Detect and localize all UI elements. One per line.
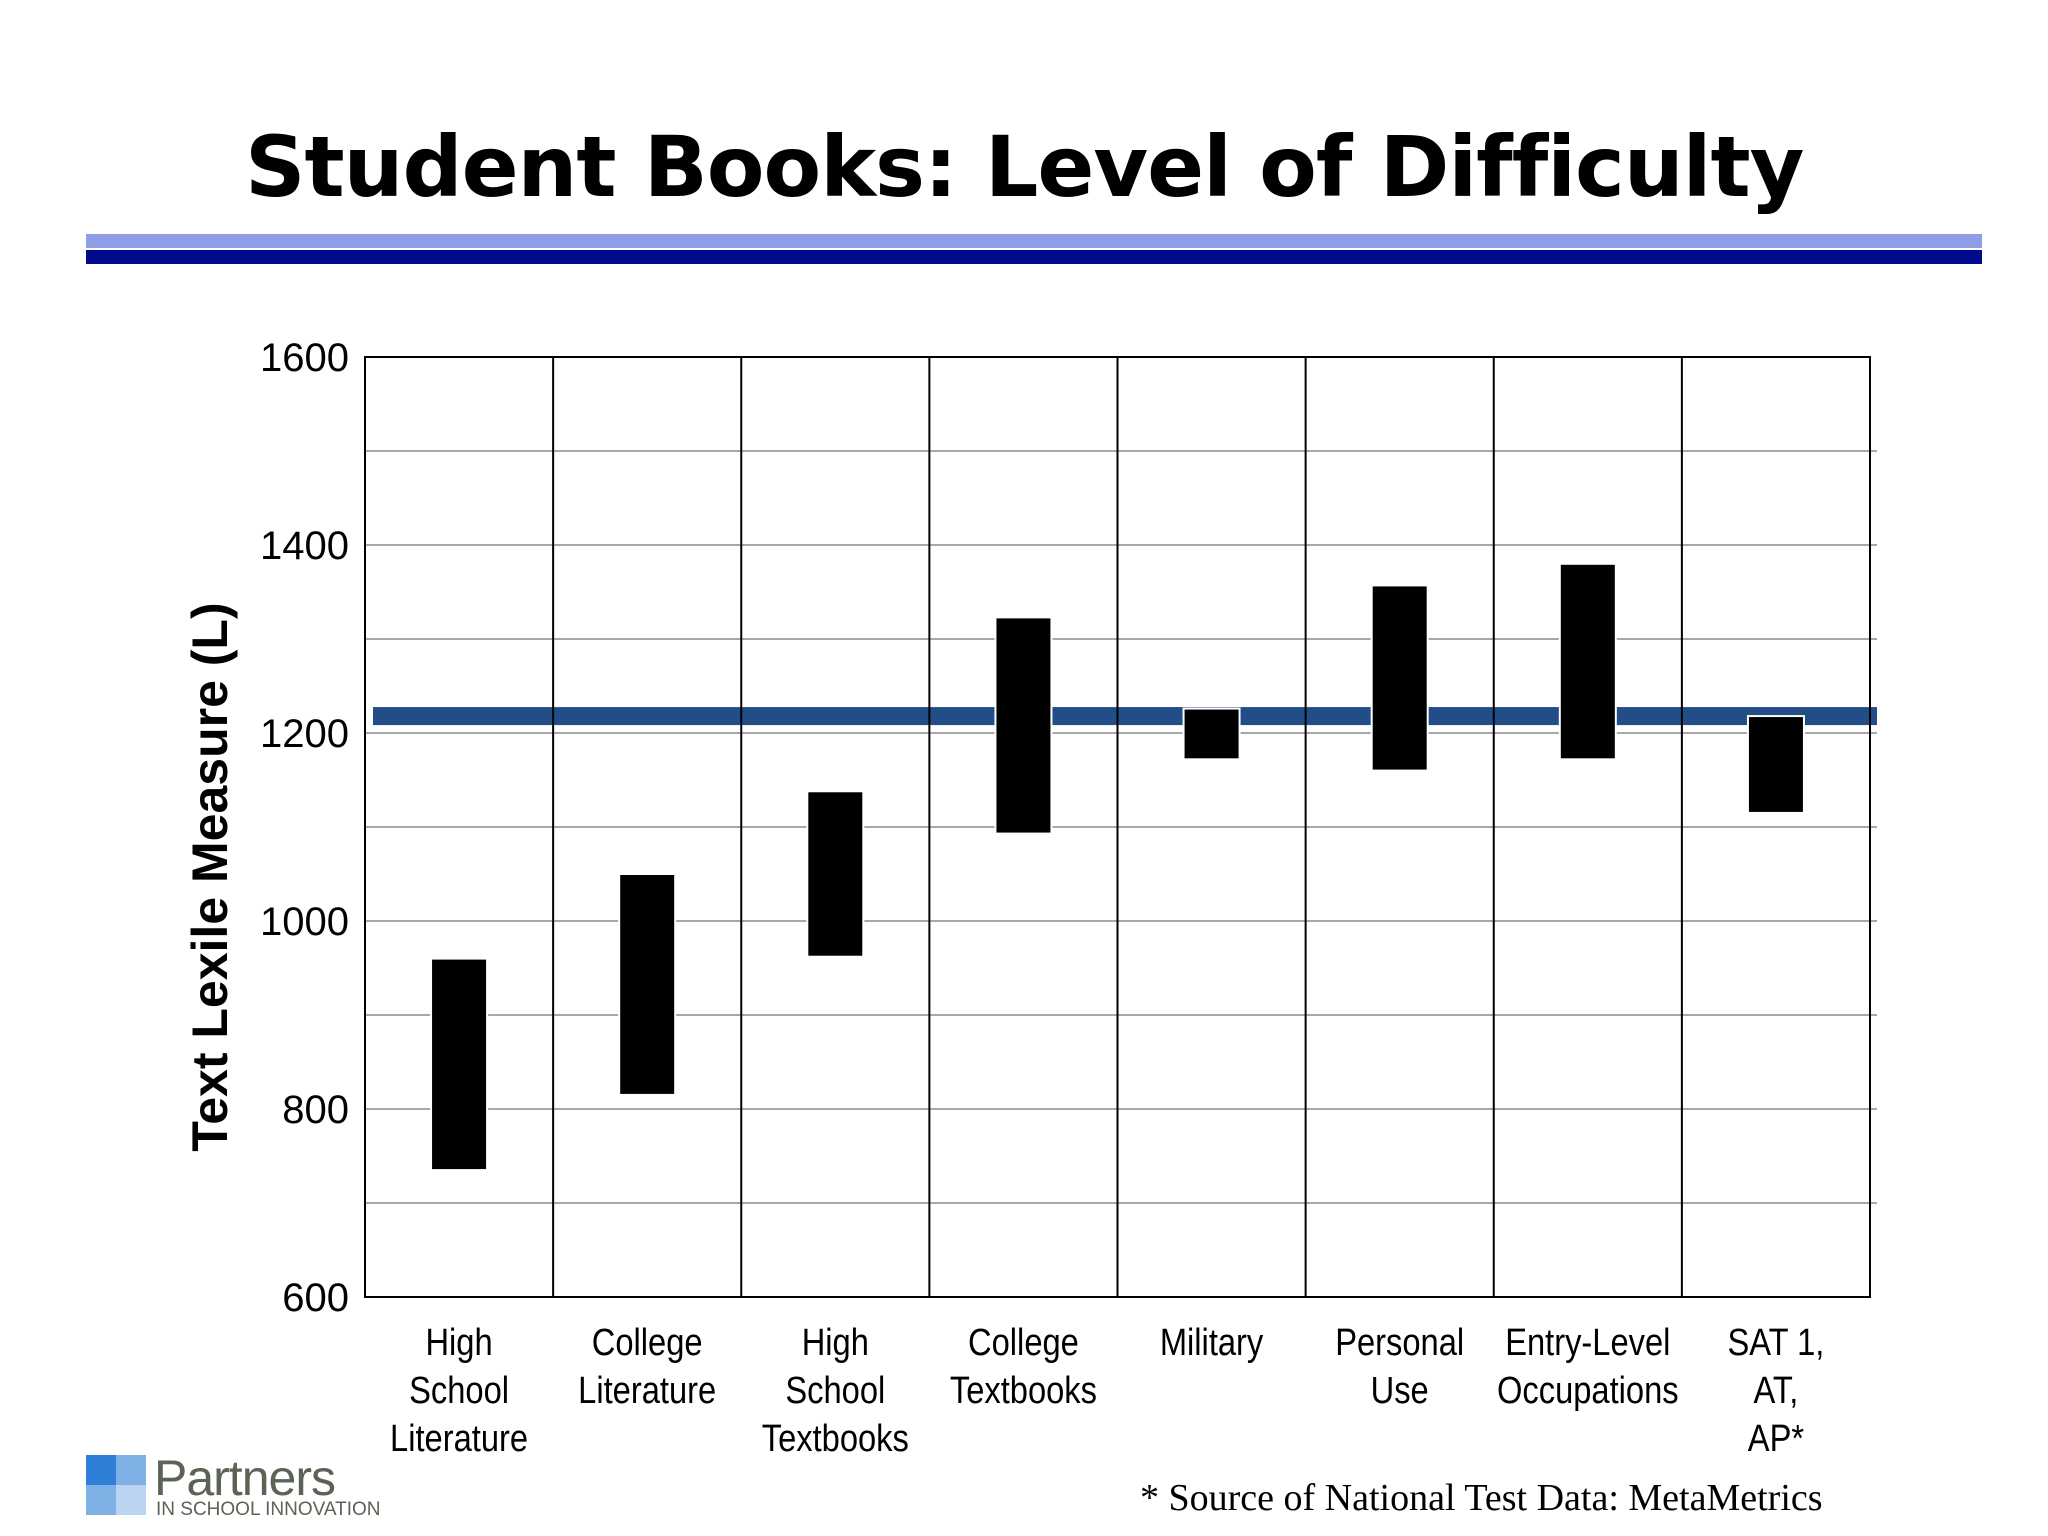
x-category-label: College Literature bbox=[578, 1321, 716, 1412]
x-category-label: Military bbox=[1160, 1321, 1264, 1364]
slide-title: Student Books: Level of Difficulty bbox=[245, 118, 1804, 216]
reference-line bbox=[373, 707, 1877, 726]
range-bar bbox=[806, 790, 865, 958]
range-bar bbox=[1558, 562, 1617, 761]
logo-tagline: IN SCHOOL INNOVATION bbox=[156, 1499, 381, 1520]
range-bar bbox=[994, 616, 1053, 835]
range-bars bbox=[430, 562, 1805, 1172]
range-bar bbox=[1370, 584, 1429, 772]
x-category-label: High School Textbooks bbox=[762, 1321, 909, 1460]
y-tick-label: 1000 bbox=[260, 900, 349, 944]
y-tick-label: 800 bbox=[282, 1088, 349, 1132]
x-category-label: Entry-Level Occupations bbox=[1497, 1321, 1679, 1412]
range-bar bbox=[430, 957, 489, 1172]
y-tick-label: 1600 bbox=[260, 336, 349, 380]
range-bar bbox=[618, 873, 677, 1096]
title-rule-light bbox=[86, 234, 1982, 248]
chart-axes bbox=[364, 356, 1871, 1298]
logo-squares-icon bbox=[86, 1455, 146, 1515]
x-category-label: High School Literature bbox=[390, 1321, 528, 1460]
partners-logo: Partners IN SCHOOL INNOVATION bbox=[86, 1450, 386, 1520]
y-tick-label: 600 bbox=[282, 1276, 349, 1320]
range-bar bbox=[1746, 715, 1805, 814]
x-category-label: SAT 1, AT, AP* bbox=[1728, 1321, 1825, 1460]
grid-lines bbox=[365, 450, 1877, 1204]
x-category-label: Personal Use bbox=[1335, 1321, 1464, 1412]
y-tick-label: 1200 bbox=[260, 712, 349, 756]
y-tick-label: 1400 bbox=[260, 524, 349, 568]
x-category-label: College Textbooks bbox=[950, 1321, 1097, 1412]
range-bar bbox=[1182, 707, 1241, 761]
source-note: * Source of National Test Data: MetaMetr… bbox=[1140, 1477, 1823, 1519]
y-axis-title: Text Lexile Measure (L) bbox=[182, 602, 238, 1151]
logo-name: Partners bbox=[154, 1450, 336, 1506]
axis-labels: 600 800 1000 1200 1400 1600 Text Lexile Measur… bbox=[182, 336, 1824, 1460]
title-rule-dark bbox=[86, 250, 1982, 264]
